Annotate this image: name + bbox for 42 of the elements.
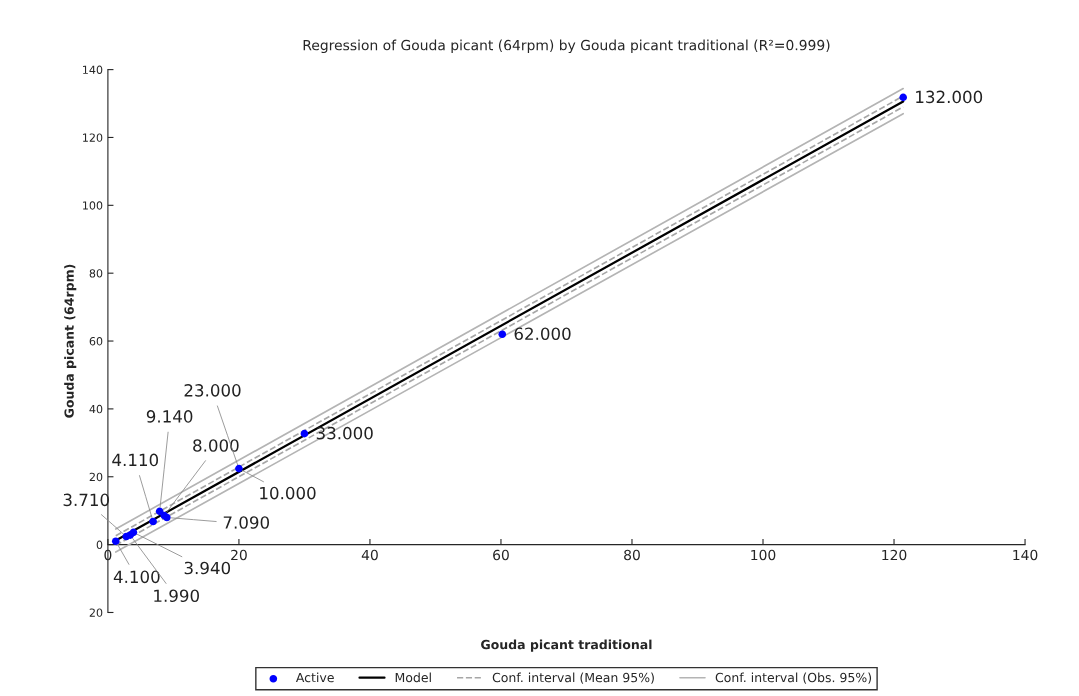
annotation: 9.140 (146, 410, 193, 423)
chart-title: Regression of Gouda picant (64rpm) by Gouda picant traditional (R²=0.999) (303, 39, 830, 54)
y-tick-label: 100 (83, 201, 103, 210)
y-axis-title: Gouda picant (64rpm) (64, 264, 77, 418)
x-tick-label: 140 (1013, 549, 1038, 561)
annotation: 4.100 (113, 570, 160, 584)
x-tick-label: 20 (231, 549, 247, 561)
x-tick-label: 40 (361, 549, 378, 561)
y-tick-label: 120 (83, 133, 103, 142)
legend-label: Conf. interval (Obs. 95%) (715, 672, 872, 684)
x-tick-label: 120 (882, 549, 907, 561)
annotation: 7.090 (223, 516, 270, 529)
point (235, 464, 243, 473)
annotation: 62.000 (514, 327, 571, 341)
point (149, 517, 157, 526)
legend-label: Model (395, 672, 431, 683)
y-tick-label: 0 (96, 540, 103, 549)
point (129, 528, 138, 537)
annotation: 10.000 (260, 486, 316, 500)
y-tick-label: 20 (89, 608, 103, 617)
y-tick-label: 140 (83, 65, 103, 74)
point (498, 330, 507, 339)
annotation: 132.000 (916, 90, 983, 104)
x-axis-title: Gouda picant traditional (481, 639, 652, 652)
annotation: 23.000 (184, 384, 241, 397)
x-tick-label: 100 (751, 549, 776, 561)
y-tick-label: 60 (89, 337, 103, 346)
annotation: 33.000 (316, 426, 373, 440)
y-tick-label: 20 (89, 472, 103, 482)
annotation: 3.940 (184, 561, 231, 575)
x-tick-label: 80 (624, 549, 640, 561)
legend-label: Conf. interval (Mean 95%) (492, 672, 654, 684)
y-tick-label: 80 (89, 269, 103, 278)
annotation: 8.000 (193, 439, 239, 452)
annotation: 4.110 (112, 453, 159, 467)
x-tick-label: 60 (493, 549, 509, 561)
point (899, 93, 907, 102)
legend-label: Active (295, 672, 334, 683)
annotation: 1.990 (154, 589, 199, 603)
point (111, 537, 120, 546)
point (300, 429, 309, 438)
y-tick-label: 40 (89, 404, 103, 414)
